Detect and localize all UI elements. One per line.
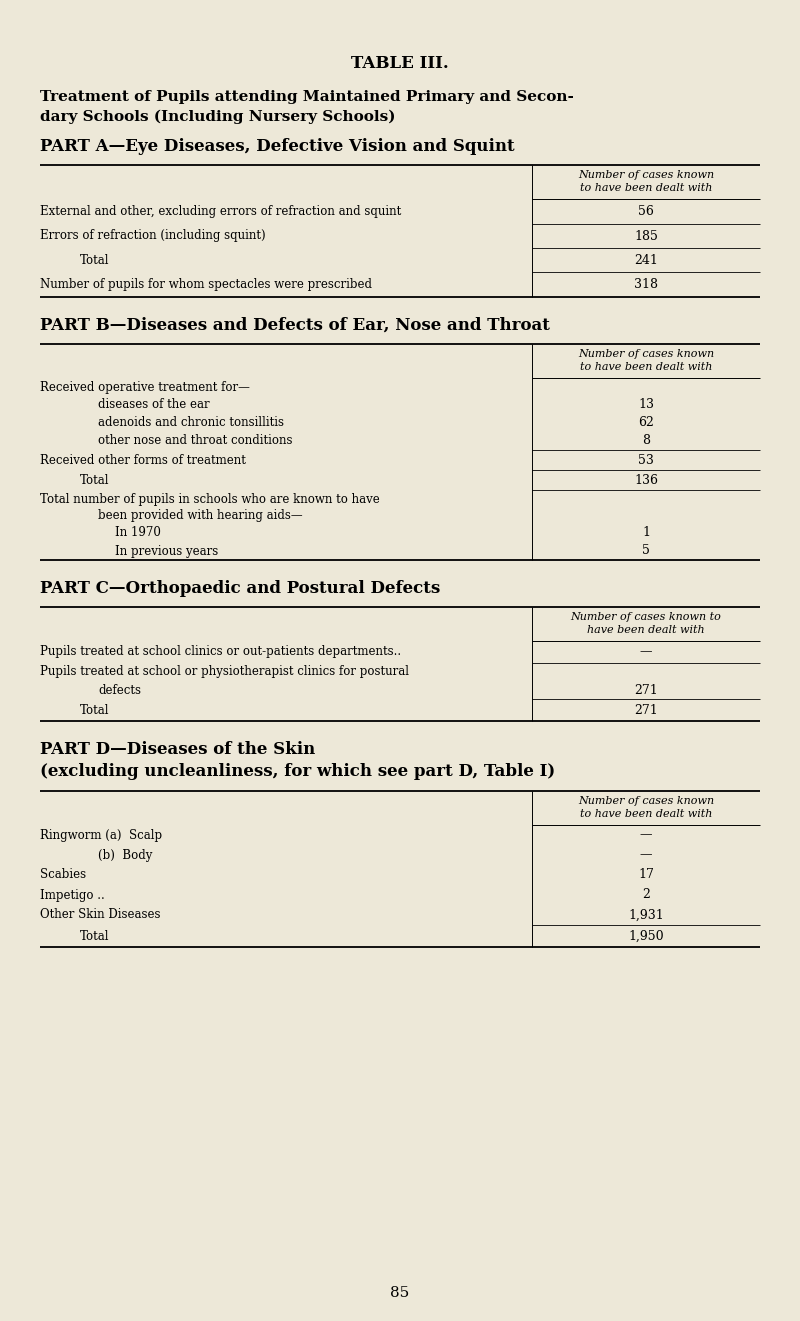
Text: Ringworm (a)  Scalp: Ringworm (a) Scalp	[40, 828, 162, 841]
Text: 8: 8	[642, 435, 650, 448]
Text: other nose and throat conditions: other nose and throat conditions	[98, 435, 293, 448]
Text: Number of cases known: Number of cases known	[578, 170, 714, 180]
Text: to have been dealt with: to have been dealt with	[580, 184, 712, 193]
Text: 53: 53	[638, 453, 654, 466]
Text: Number of pupils for whom spectacles were prescribed: Number of pupils for whom spectacles wer…	[40, 277, 372, 291]
Text: Number of cases known: Number of cases known	[578, 797, 714, 806]
Text: 1,950: 1,950	[628, 930, 664, 942]
Text: PART A—Eye Diseases, Defective Vision and Squint: PART A—Eye Diseases, Defective Vision an…	[40, 137, 514, 155]
Text: Other Skin Diseases: Other Skin Diseases	[40, 909, 161, 922]
Text: 1: 1	[642, 527, 650, 539]
Text: —: —	[640, 646, 652, 658]
Text: dary Schools (Including Nursery Schools): dary Schools (Including Nursery Schools)	[40, 110, 395, 124]
Text: Total: Total	[80, 473, 110, 486]
Text: 1,931: 1,931	[628, 909, 664, 922]
Text: Impetigo ..: Impetigo ..	[40, 889, 105, 901]
Text: 271: 271	[634, 683, 658, 696]
Text: Number of cases known: Number of cases known	[578, 349, 714, 359]
Text: In 1970: In 1970	[115, 527, 161, 539]
Text: Number of cases known to: Number of cases known to	[570, 612, 722, 622]
Text: External and other, excluding errors of refraction and squint: External and other, excluding errors of …	[40, 205, 402, 218]
Text: 17: 17	[638, 868, 654, 881]
Text: PART B—Diseases and Defects of Ear, Nose and Throat: PART B—Diseases and Defects of Ear, Nose…	[40, 317, 550, 334]
Text: TABLE III.: TABLE III.	[351, 55, 449, 73]
Text: Errors of refraction (including squint): Errors of refraction (including squint)	[40, 230, 266, 243]
Text: 62: 62	[638, 416, 654, 429]
Text: (excluding uncleanliness, for which see part D, Table I): (excluding uncleanliness, for which see …	[40, 764, 555, 779]
Text: Pupils treated at school clinics or out-patients departments..: Pupils treated at school clinics or out-…	[40, 646, 401, 658]
Text: —: —	[640, 848, 652, 861]
Text: Total: Total	[80, 930, 110, 942]
Text: 2: 2	[642, 889, 650, 901]
Text: Received other forms of treatment: Received other forms of treatment	[40, 453, 246, 466]
Text: 85: 85	[390, 1287, 410, 1300]
Text: to have been dealt with: to have been dealt with	[580, 808, 712, 819]
Text: have been dealt with: have been dealt with	[587, 625, 705, 635]
Text: PART D—Diseases of the Skin: PART D—Diseases of the Skin	[40, 741, 315, 758]
Text: diseases of the ear: diseases of the ear	[98, 399, 210, 412]
Text: been provided with hearing aids—: been provided with hearing aids—	[98, 510, 302, 523]
Text: Total: Total	[80, 254, 110, 267]
Text: In previous years: In previous years	[115, 544, 218, 557]
Text: 318: 318	[634, 277, 658, 291]
Text: 136: 136	[634, 473, 658, 486]
Text: 185: 185	[634, 230, 658, 243]
Text: 271: 271	[634, 704, 658, 716]
Text: 56: 56	[638, 205, 654, 218]
Text: 13: 13	[638, 399, 654, 412]
Text: defects: defects	[98, 683, 141, 696]
Text: adenoids and chronic tonsillitis: adenoids and chronic tonsillitis	[98, 416, 284, 429]
Text: Received operative treatment for—: Received operative treatment for—	[40, 380, 250, 394]
Text: Scabies: Scabies	[40, 868, 86, 881]
Text: Total number of pupils in schools who are known to have: Total number of pupils in schools who ar…	[40, 493, 380, 506]
Text: 241: 241	[634, 254, 658, 267]
Text: Treatment of Pupils attending Maintained Primary and Secon-: Treatment of Pupils attending Maintained…	[40, 90, 574, 104]
Text: PART C—Orthopaedic and Postural Defects: PART C—Orthopaedic and Postural Defects	[40, 580, 440, 597]
Text: to have been dealt with: to have been dealt with	[580, 362, 712, 373]
Text: Total: Total	[80, 704, 110, 716]
Text: —: —	[640, 828, 652, 841]
Text: Pupils treated at school or physiotherapist clinics for postural: Pupils treated at school or physiotherap…	[40, 666, 409, 679]
Text: (b)  Body: (b) Body	[98, 848, 152, 861]
Text: 5: 5	[642, 544, 650, 557]
